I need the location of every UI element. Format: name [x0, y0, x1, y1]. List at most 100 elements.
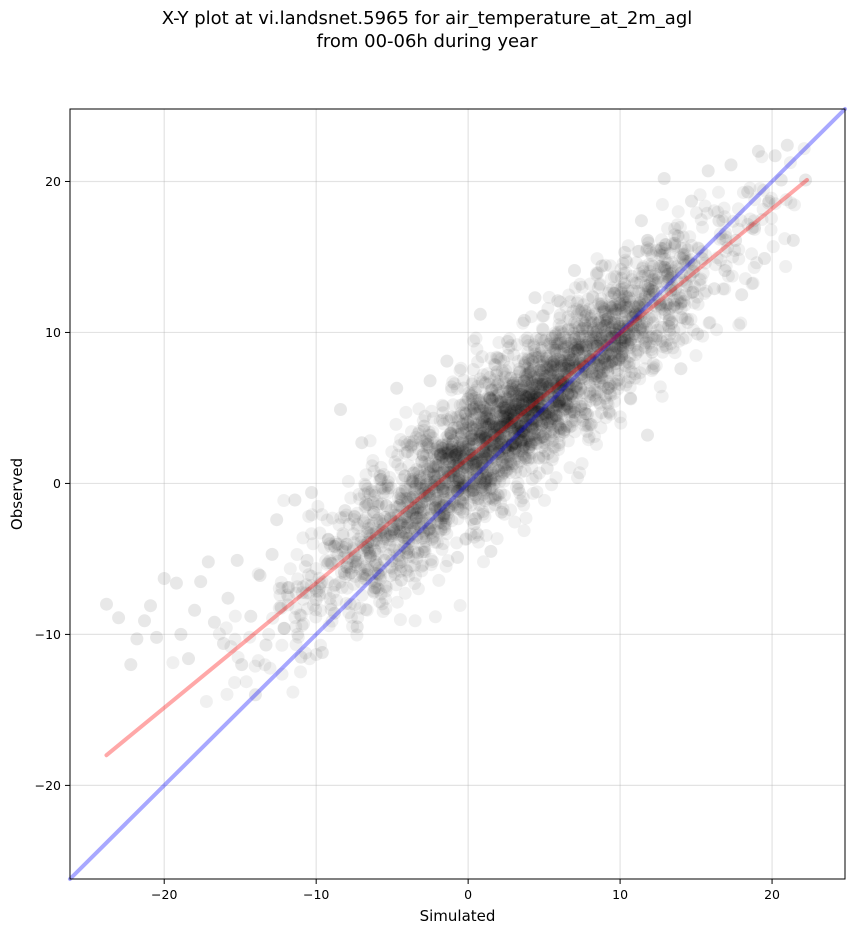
data-point: [552, 443, 565, 456]
data-point: [445, 443, 459, 457]
data-point: [548, 326, 562, 340]
data-point: [504, 439, 518, 452]
data-point: [432, 509, 446, 523]
data-point: [657, 260, 670, 274]
data-point: [522, 440, 536, 454]
data-point: [468, 458, 482, 472]
data-point: [450, 484, 464, 498]
data-point: [485, 438, 499, 452]
data-point: [422, 485, 436, 499]
data-point: [536, 381, 550, 395]
data-point: [624, 332, 638, 346]
data-point: [619, 253, 633, 267]
data-point: [453, 451, 467, 465]
data-point: [607, 286, 621, 300]
data-point: [641, 428, 654, 442]
data-point: [593, 396, 607, 410]
data-point: [604, 330, 618, 344]
data-point: [423, 503, 436, 517]
data-point: [601, 365, 615, 379]
data-point: [512, 390, 526, 403]
data-point: [602, 381, 615, 395]
data-point: [467, 334, 481, 348]
data-point: [661, 256, 675, 270]
data-point: [467, 491, 481, 504]
data-point: [473, 307, 487, 321]
data-point: [478, 437, 492, 451]
data-point: [291, 627, 305, 641]
data-point: [554, 325, 568, 338]
data-point: [545, 356, 559, 370]
data-point: [444, 410, 458, 424]
data-point: [535, 407, 549, 421]
data-point: [476, 505, 490, 519]
data-point: [489, 406, 502, 420]
data-point: [658, 260, 672, 274]
data-point: [508, 442, 522, 456]
data-point: [341, 551, 355, 565]
data-point: [475, 461, 489, 475]
data-point: [363, 549, 377, 563]
data-point: [671, 218, 684, 232]
data-point: [370, 513, 384, 527]
data-point: [492, 405, 505, 419]
data-point: [521, 453, 535, 467]
data-point: [519, 451, 533, 465]
data-point: [313, 577, 327, 591]
data-point: [224, 640, 238, 654]
fit-lines: [68, 107, 847, 881]
data-point: [552, 325, 566, 339]
data-point: [494, 437, 508, 451]
data-point: [633, 307, 647, 321]
data-point: [459, 532, 473, 546]
data-point: [552, 388, 566, 402]
data-point: [407, 522, 421, 536]
data-point: [425, 533, 439, 547]
data-point: [603, 321, 616, 335]
data-point: [476, 467, 490, 481]
data-point: [628, 306, 642, 320]
data-point: [169, 576, 183, 590]
data-point: [475, 375, 489, 389]
data-point: [559, 418, 573, 432]
data-point: [464, 419, 478, 433]
data-point: [602, 332, 616, 346]
data-point: [390, 381, 404, 395]
data-point: [514, 419, 528, 433]
data-point: [443, 442, 457, 456]
data-point: [488, 473, 502, 486]
data-point: [642, 311, 656, 325]
data-point: [485, 451, 498, 465]
data-point: [552, 352, 566, 366]
data-point: [497, 405, 511, 419]
data-point: [417, 527, 431, 540]
data-point: [494, 426, 508, 440]
data-point: [374, 528, 388, 542]
data-point: [732, 252, 746, 266]
data-point: [557, 377, 571, 391]
data-point: [441, 470, 455, 484]
data-point: [441, 437, 455, 451]
data-point: [390, 522, 403, 536]
data-point: [636, 322, 650, 336]
data-point: [480, 474, 494, 487]
data-point: [515, 408, 529, 422]
data-point: [479, 445, 492, 459]
data-point: [533, 431, 547, 445]
data-point: [695, 252, 709, 265]
data-point: [693, 273, 707, 287]
data-point: [367, 505, 381, 519]
data-point: [545, 453, 559, 467]
data-point: [531, 396, 544, 409]
data-point: [509, 405, 523, 419]
data-point: [622, 356, 636, 370]
data-point: [535, 359, 549, 373]
data-point: [539, 333, 553, 347]
data-point: [660, 276, 674, 289]
data-point: [356, 567, 370, 581]
data-point: [535, 440, 549, 454]
data-point: [428, 535, 442, 549]
data-point: [437, 493, 451, 506]
data-point: [439, 431, 453, 445]
data-point: [486, 428, 500, 442]
